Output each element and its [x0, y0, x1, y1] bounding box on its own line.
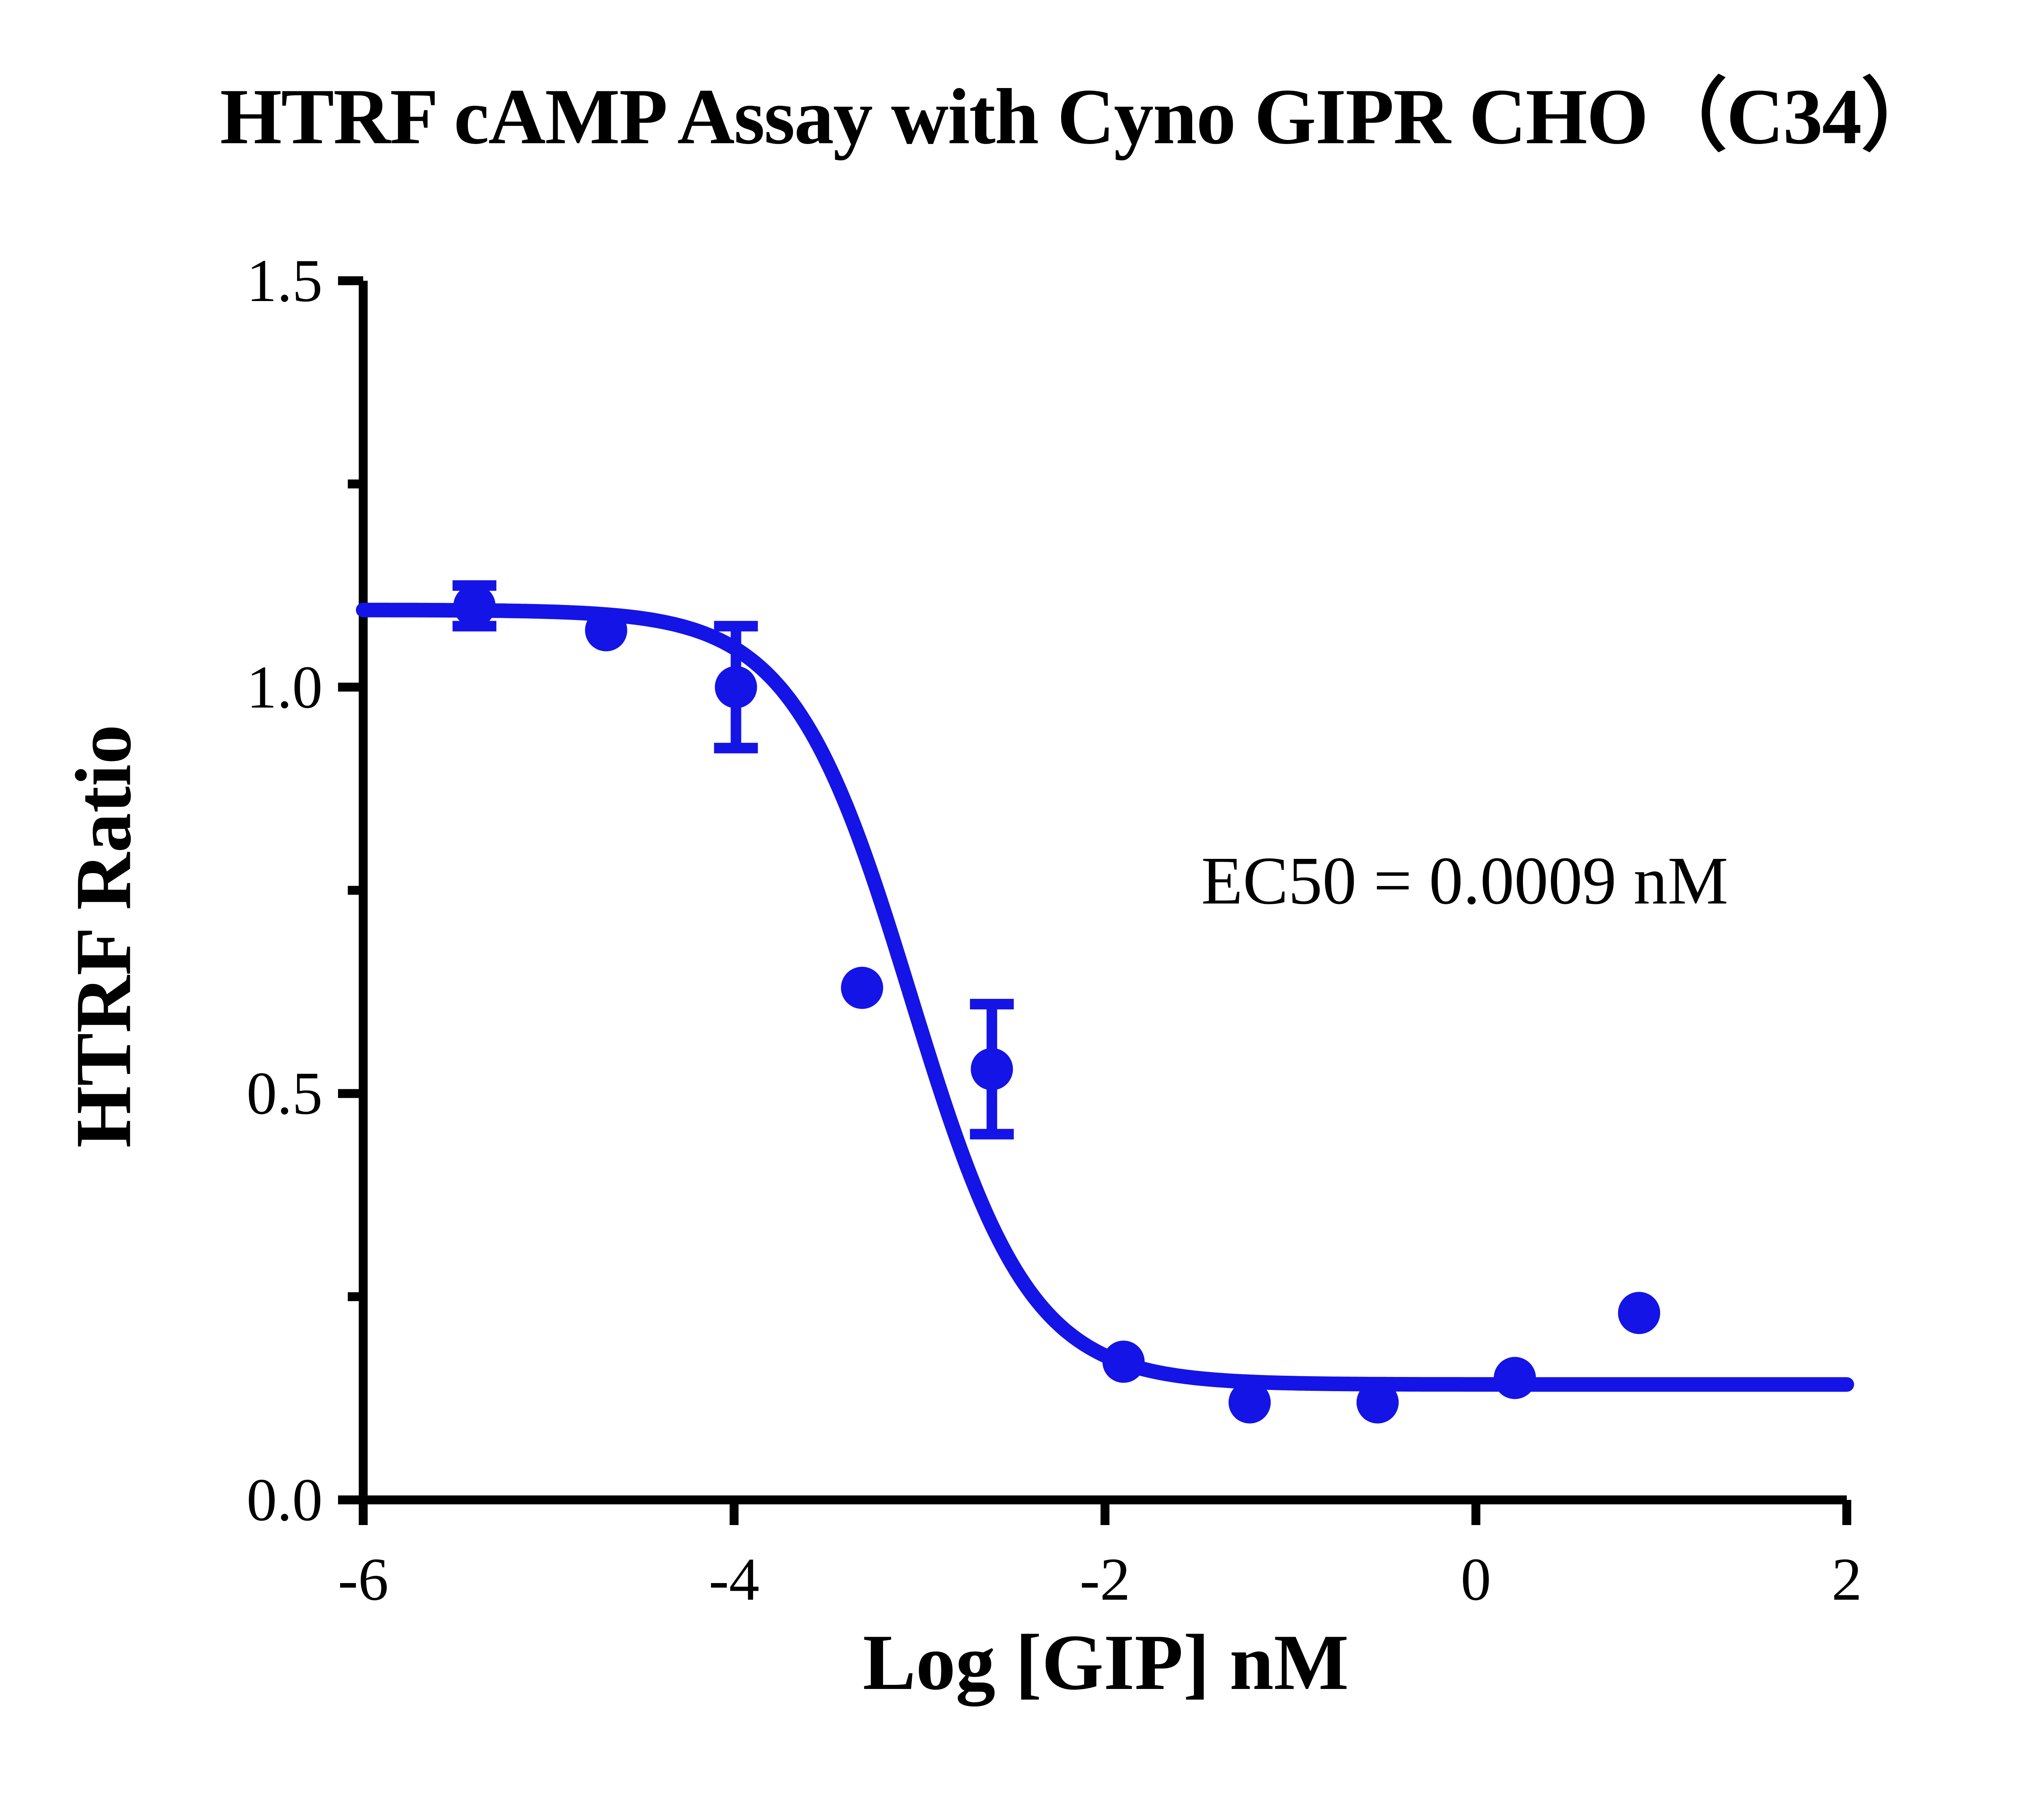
ec50-annotation: EC50 = 0.0009 nM [1201, 843, 1728, 919]
x-axis-title: Log [GIP] nM [863, 1618, 1349, 1706]
chart-title: HTRF cAMP Assay with Cyno GIPR CHO（C34） [220, 73, 1941, 161]
x-tick-label: -6 [338, 1546, 389, 1613]
axis-ticks [338, 276, 1851, 1525]
y-tick-label: 1.0 [246, 653, 323, 721]
fit-curve [356, 602, 1854, 1392]
data-point-marker [453, 585, 496, 627]
x-tick-label: -2 [1079, 1546, 1131, 1613]
x-tick-label: -4 [709, 1546, 760, 1613]
data-point-marker [1618, 1292, 1661, 1334]
data-point-marker [585, 609, 627, 652]
y-tick-label: 1.5 [246, 247, 323, 314]
y-tick-label: 0.5 [246, 1060, 323, 1127]
x-tick-label: 0 [1460, 1546, 1491, 1613]
y-tick-label: 0.0 [246, 1466, 323, 1534]
data-point-marker [1102, 1340, 1145, 1383]
data-point-marker [971, 1048, 1013, 1091]
data-point-marker [715, 666, 757, 708]
data-markers [453, 585, 1661, 1424]
data-point-marker [1356, 1381, 1399, 1424]
data-point-marker [1228, 1381, 1271, 1424]
data-point-marker [841, 966, 883, 1009]
data-point-marker [1493, 1357, 1536, 1399]
x-tick-label: 2 [1831, 1546, 1862, 1613]
fit-curve-path [356, 602, 1854, 1392]
